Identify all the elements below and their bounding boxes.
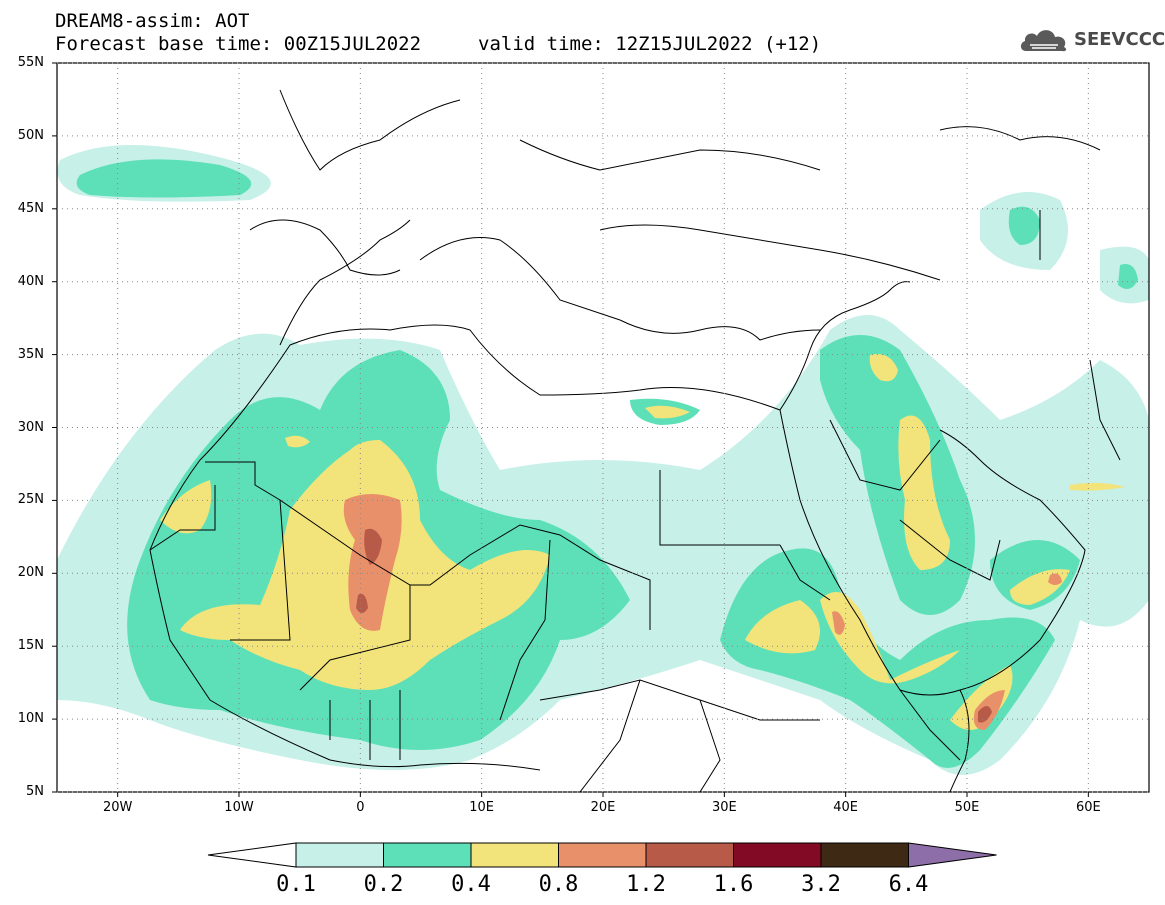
aot-field [57,89,1149,792]
map-title: DREAM8-assim: AOT [55,10,250,32]
colorbar-segment [383,842,472,868]
seevccc-logo: SEEVCCC [1018,25,1165,55]
longitude-label: 10E [469,800,495,815]
aot-level-1.2 [356,528,992,723]
colorbar-segment [470,842,559,868]
longitude-label: 10W [224,800,254,815]
colorbar-segment [733,842,822,868]
colorbar-segment [820,842,909,868]
valid-time: valid time: 12Z15JUL2022 (+12) [478,33,822,55]
logo-text: SEEVCCC [1074,29,1165,50]
colorbar-label: 1.2 [626,872,666,897]
latitude-label: 5N [26,784,44,799]
longitude-label: 60E [1075,800,1101,815]
longitude-label: 0 [356,800,365,815]
latitude-label: 35N [17,346,44,362]
latitude-label: 45N [17,200,44,216]
colorbar-label: 6.4 [888,872,929,897]
colorbar-label: 0.8 [538,872,579,897]
colorbar-segment [295,842,384,868]
longitude-label: 30E [711,800,737,815]
coastlines-borders [149,89,1121,792]
colorbar-segment [645,842,734,868]
colorbar-label: 0.1 [276,872,316,897]
colorbar-label: 0.2 [363,872,404,897]
colorbar-label: 0.4 [451,872,491,897]
latitude-label: 40N [17,273,44,289]
forecast-base-time: Forecast base time: 00Z15JUL2022 [55,33,422,55]
colorbar-lower-extension [207,842,297,868]
colorbar-label: 1.6 [713,872,754,897]
colorbar-label: 3.2 [801,872,841,897]
colorbar-upper-extension [908,842,997,868]
latitude-label: 50N [17,127,44,143]
latitude-label: 10N [17,711,44,727]
latitude-label: 25N [17,492,44,508]
longitude-label: 20E [590,800,616,815]
colorbar-segment [558,842,647,868]
longitude-label: 20W [102,800,133,815]
latitude-label: 55N [17,55,44,70]
longitude-label: 40E [833,800,859,815]
latitude-label: 15N [17,638,44,654]
cloud-logo-icon [1020,30,1067,52]
latitude-label: 30N [17,419,44,435]
axis-ticks [52,62,1089,797]
longitude-label: 50E [954,800,980,815]
latitude-label: 20N [17,565,44,581]
